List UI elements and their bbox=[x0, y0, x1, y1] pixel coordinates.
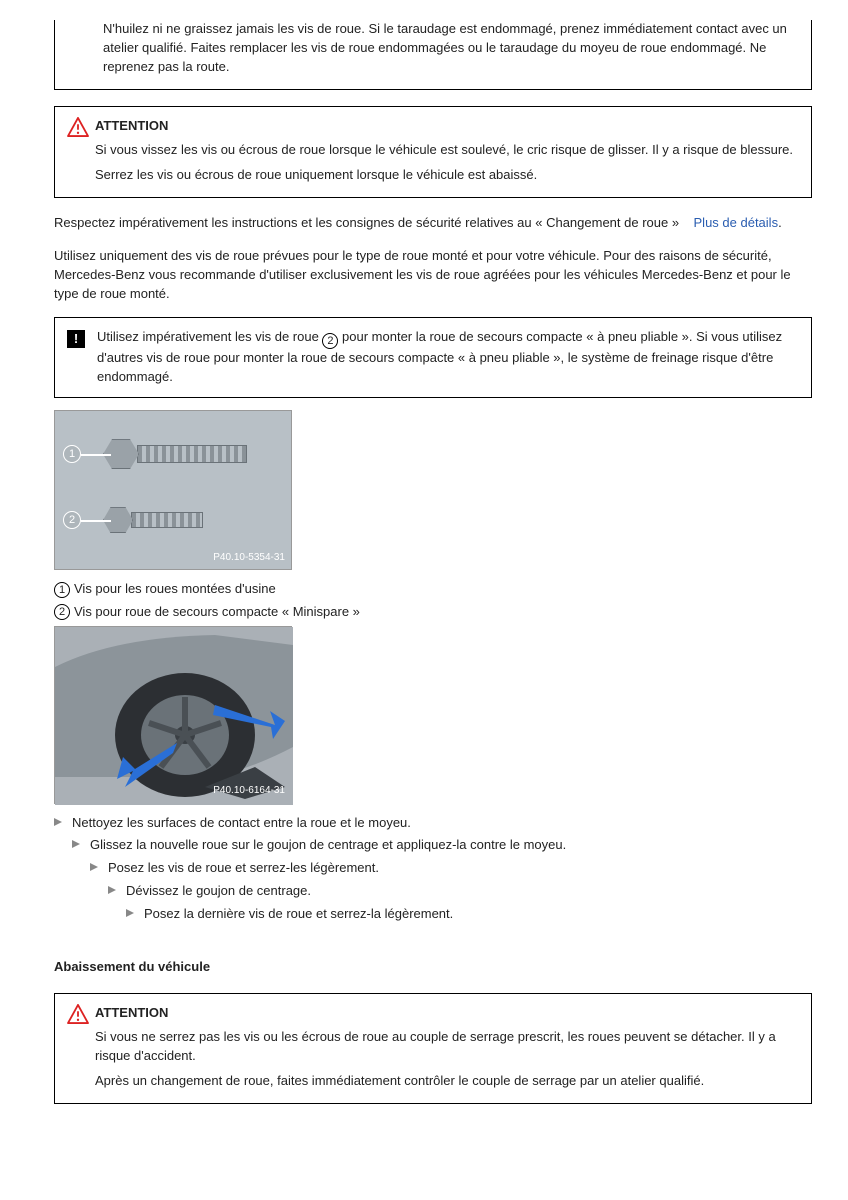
callout-1: 1 bbox=[63, 445, 81, 463]
warning-box-continuation: N'huilez ni ne graissez jamais les vis d… bbox=[54, 20, 812, 90]
intro-para-2: Utilisez uniquement des vis de roue prév… bbox=[54, 247, 812, 304]
step-4: Dévissez le goujon de centrage. bbox=[126, 883, 311, 898]
ref-circle-2: 2 bbox=[322, 333, 338, 349]
step-1: Nettoyez les surfaces de contact entre l… bbox=[72, 815, 411, 830]
figure2-ref: P40.10-6164-31 bbox=[213, 784, 285, 799]
intro-para-1: Respectez impérativement les instruction… bbox=[54, 214, 812, 233]
callout-2: 2 bbox=[63, 511, 81, 529]
attention2-p2: Après un changement de roue, faites immé… bbox=[95, 1072, 799, 1091]
legend-2: 2Vis pour roue de secours compacte « Min… bbox=[54, 603, 812, 622]
step-list: Nettoyez les surfaces de contact entre l… bbox=[54, 814, 812, 924]
step-5: Posez la dernière vis de roue et serrez-… bbox=[144, 906, 453, 921]
attention-box-2: ATTENTION Si vous ne serrez pas les vis … bbox=[54, 993, 812, 1104]
attention1-p2: Serrez les vis ou écrous de roue uniquem… bbox=[95, 166, 799, 185]
attention2-title: ATTENTION bbox=[95, 1004, 799, 1023]
figure-wheel: P40.10-6164-31 bbox=[54, 626, 292, 804]
exclamation-icon: ! bbox=[67, 330, 85, 348]
warning-triangle-icon bbox=[67, 1004, 89, 1024]
step-2: Glissez la nouvelle roue sur le goujon d… bbox=[90, 837, 566, 852]
section-title-lowering: Abaissement du véhicule bbox=[54, 958, 812, 977]
legend-1: 1Vis pour les roues montées d'usine bbox=[54, 580, 812, 599]
figure-bolts: 1 2 P40.10-5354-31 bbox=[54, 410, 292, 570]
figure1-ref: P40.10-5354-31 bbox=[213, 551, 285, 566]
warning-triangle-icon bbox=[67, 117, 89, 137]
info-box: ! Utilisez impérativement les vis de rou… bbox=[54, 317, 812, 398]
warning1-text: N'huilez ni ne graissez jamais les vis d… bbox=[103, 20, 799, 77]
attention2-p1: Si vous ne serrez pas les vis ou les écr… bbox=[95, 1028, 799, 1066]
more-details-link[interactable]: Plus de détails bbox=[694, 215, 779, 230]
attention1-p1: Si vous vissez les vis ou écrous de roue… bbox=[95, 141, 799, 160]
attention-box-1: ATTENTION Si vous vissez les vis ou écro… bbox=[54, 106, 812, 199]
step-3: Posez les vis de roue et serrez-les légè… bbox=[108, 860, 379, 875]
attention1-title: ATTENTION bbox=[95, 117, 799, 136]
info-text: Utilisez impérativement les vis de roue … bbox=[97, 328, 799, 387]
